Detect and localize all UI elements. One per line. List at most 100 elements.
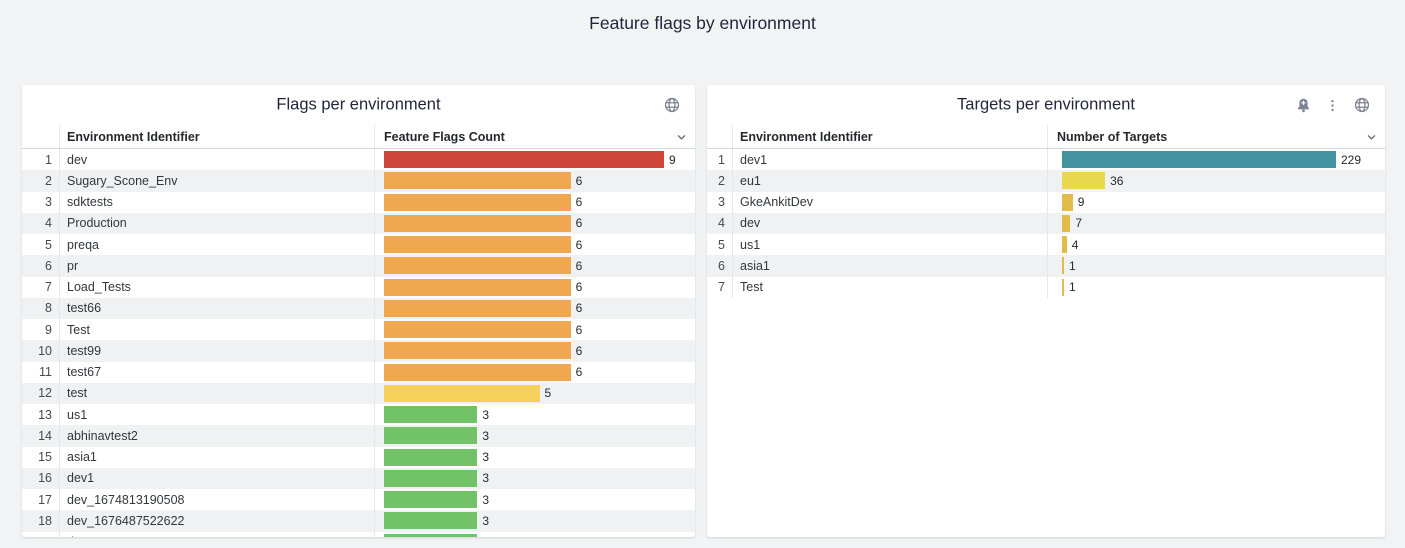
table-header: Environment Identifier Feature Flags Cou…	[22, 125, 695, 149]
bar-value-label: 6	[575, 301, 583, 316]
environment-name-cell: dev_1676487522622	[60, 510, 375, 532]
globe-icon[interactable]	[663, 96, 681, 114]
globe-icon[interactable]	[1353, 96, 1371, 114]
bar	[1062, 151, 1336, 169]
column-header-number-of-targets[interactable]: Number of Targets	[1057, 129, 1168, 144]
row-index-cell: 8	[22, 297, 60, 319]
column-header-feature-flags-count[interactable]: Feature Flags Count	[384, 129, 505, 144]
panel-header: Flags per environment	[22, 85, 695, 125]
table-row: 6 asia1 1	[707, 255, 1385, 277]
bar-gauge-cell: 6	[375, 362, 695, 383]
bar-value-label: 3	[482, 407, 490, 422]
environment-name-cell: Load_Tests	[60, 276, 375, 298]
bar-gauge-cell: 6	[375, 340, 695, 361]
bar-gauge-cell: 7	[1048, 213, 1385, 234]
row-index-cell: 5	[707, 234, 733, 256]
bar-gauge-cell: 6	[375, 170, 695, 191]
column-header-environment-identifier[interactable]: Environment Identifier	[60, 125, 375, 148]
environment-name-cell: test67	[60, 361, 375, 383]
row-index-cell: 3	[22, 191, 60, 213]
panel-header: Targets per environment	[707, 85, 1385, 125]
bar-gauge-cell: 3	[375, 468, 695, 489]
environment-name-cell: Sugary_Scone_Env	[60, 170, 375, 192]
table-row: 14 abhinavtest2 3	[22, 425, 695, 447]
chevron-down-icon[interactable]	[1364, 129, 1379, 144]
environment-name-cell: test99	[60, 340, 375, 362]
environment-name-cell: preqa	[60, 234, 375, 256]
panel-title[interactable]: Targets per environment	[957, 95, 1135, 114]
table-body: 1 dev 9 2 Sugary_Scone_Env 6 3 sdktests …	[22, 149, 695, 537]
bar-gauge-cell: 3	[375, 425, 695, 446]
bar-gauge-cell: 6	[375, 192, 695, 213]
environment-name-cell: dev_1674813190508	[60, 489, 375, 511]
bar-value-label: 9	[669, 152, 676, 167]
row-index-cell: 14	[22, 425, 60, 447]
bar	[384, 512, 478, 530]
row-index-cell: 12	[22, 382, 60, 404]
table-row: 15 asia1 3	[22, 446, 695, 468]
kebab-menu-icon[interactable]	[1325, 98, 1340, 113]
bar	[1062, 278, 1064, 296]
bell-plus-icon[interactable]	[1295, 97, 1312, 114]
bar	[384, 491, 478, 509]
bar-value-label: 3	[482, 513, 490, 528]
bar-value-label: 6	[575, 365, 583, 380]
bar-value-label: 4	[1071, 237, 1079, 252]
table-row: 6 pr 6	[22, 255, 695, 277]
bar	[384, 533, 478, 537]
bar-value-label: 3	[482, 471, 490, 486]
row-index-cell: 13	[22, 404, 60, 426]
bar	[384, 214, 571, 232]
bar-value-label: 1	[1069, 280, 1076, 295]
bar-gauge-cell: 6	[375, 213, 695, 234]
bar-value-label: 9	[1077, 195, 1085, 210]
bar-value-label: 7	[1075, 216, 1083, 231]
bar-value-label: 6	[575, 322, 583, 337]
row-index-cell: 2	[22, 170, 60, 192]
bar-gauge-cell: 5	[375, 383, 695, 404]
bar-gauge-cell: 1	[1048, 255, 1385, 276]
bar-gauge-cell: 6	[375, 234, 695, 255]
bar-gauge-cell: 3	[375, 489, 695, 510]
bar	[384, 363, 571, 381]
bar-gauge-cell: 6	[375, 298, 695, 319]
row-index-cell: 2	[707, 170, 733, 192]
bar-gauge-cell: 6	[375, 319, 695, 340]
row-index-cell: 1	[22, 149, 60, 171]
table-row: 11 test67 6	[22, 361, 695, 383]
bar	[384, 321, 571, 339]
bar-gauge-cell: 9	[375, 149, 695, 170]
row-index-cell: 6	[22, 255, 60, 277]
bar-value-label: 36	[1110, 173, 1124, 188]
row-index-cell: 10	[22, 340, 60, 362]
row-index-cell: 3	[707, 191, 733, 213]
column-header-environment-identifier[interactable]: Environment Identifier	[733, 125, 1048, 148]
environment-name-cell: Production	[60, 212, 375, 234]
row-index-cell: 5	[22, 234, 60, 256]
bar-value-label: 6	[575, 216, 583, 231]
chevron-down-icon[interactable]	[674, 129, 689, 144]
row-index-cell: 15	[22, 446, 60, 468]
table-row: 16 dev1 3	[22, 467, 695, 489]
environment-name-cell: Test	[733, 276, 1048, 298]
bar	[384, 406, 478, 424]
table-body: 1 dev1 229 2 eu1 36 3 GkeAnkitDev 9 4 de…	[707, 149, 1385, 298]
row-index-cell: 7	[22, 276, 60, 298]
bar	[384, 469, 478, 487]
table-header: Environment Identifier Number of Targets	[707, 125, 1385, 149]
bar	[1062, 193, 1073, 211]
table-row: 17 dev_1674813190508 3	[22, 489, 695, 511]
bar-value-label: 6	[575, 258, 583, 273]
environment-name-cell: test66	[60, 297, 375, 319]
bar-gauge-cell: 3	[375, 404, 695, 425]
bar	[384, 257, 571, 275]
bar-gauge-cell: 36	[1048, 170, 1385, 191]
table-row: 13 us1 3	[22, 404, 695, 426]
panel-title[interactable]: Flags per environment	[276, 95, 441, 114]
table-row: 5 preqa 6	[22, 234, 695, 256]
bar-value-label: 6	[575, 280, 583, 295]
table-row: 19 dev_1676487546612 3	[22, 531, 695, 537]
bar	[1062, 214, 1071, 232]
environment-name-cell: us1	[60, 404, 375, 426]
environment-name-cell: GkeAnkitDev	[733, 191, 1048, 213]
